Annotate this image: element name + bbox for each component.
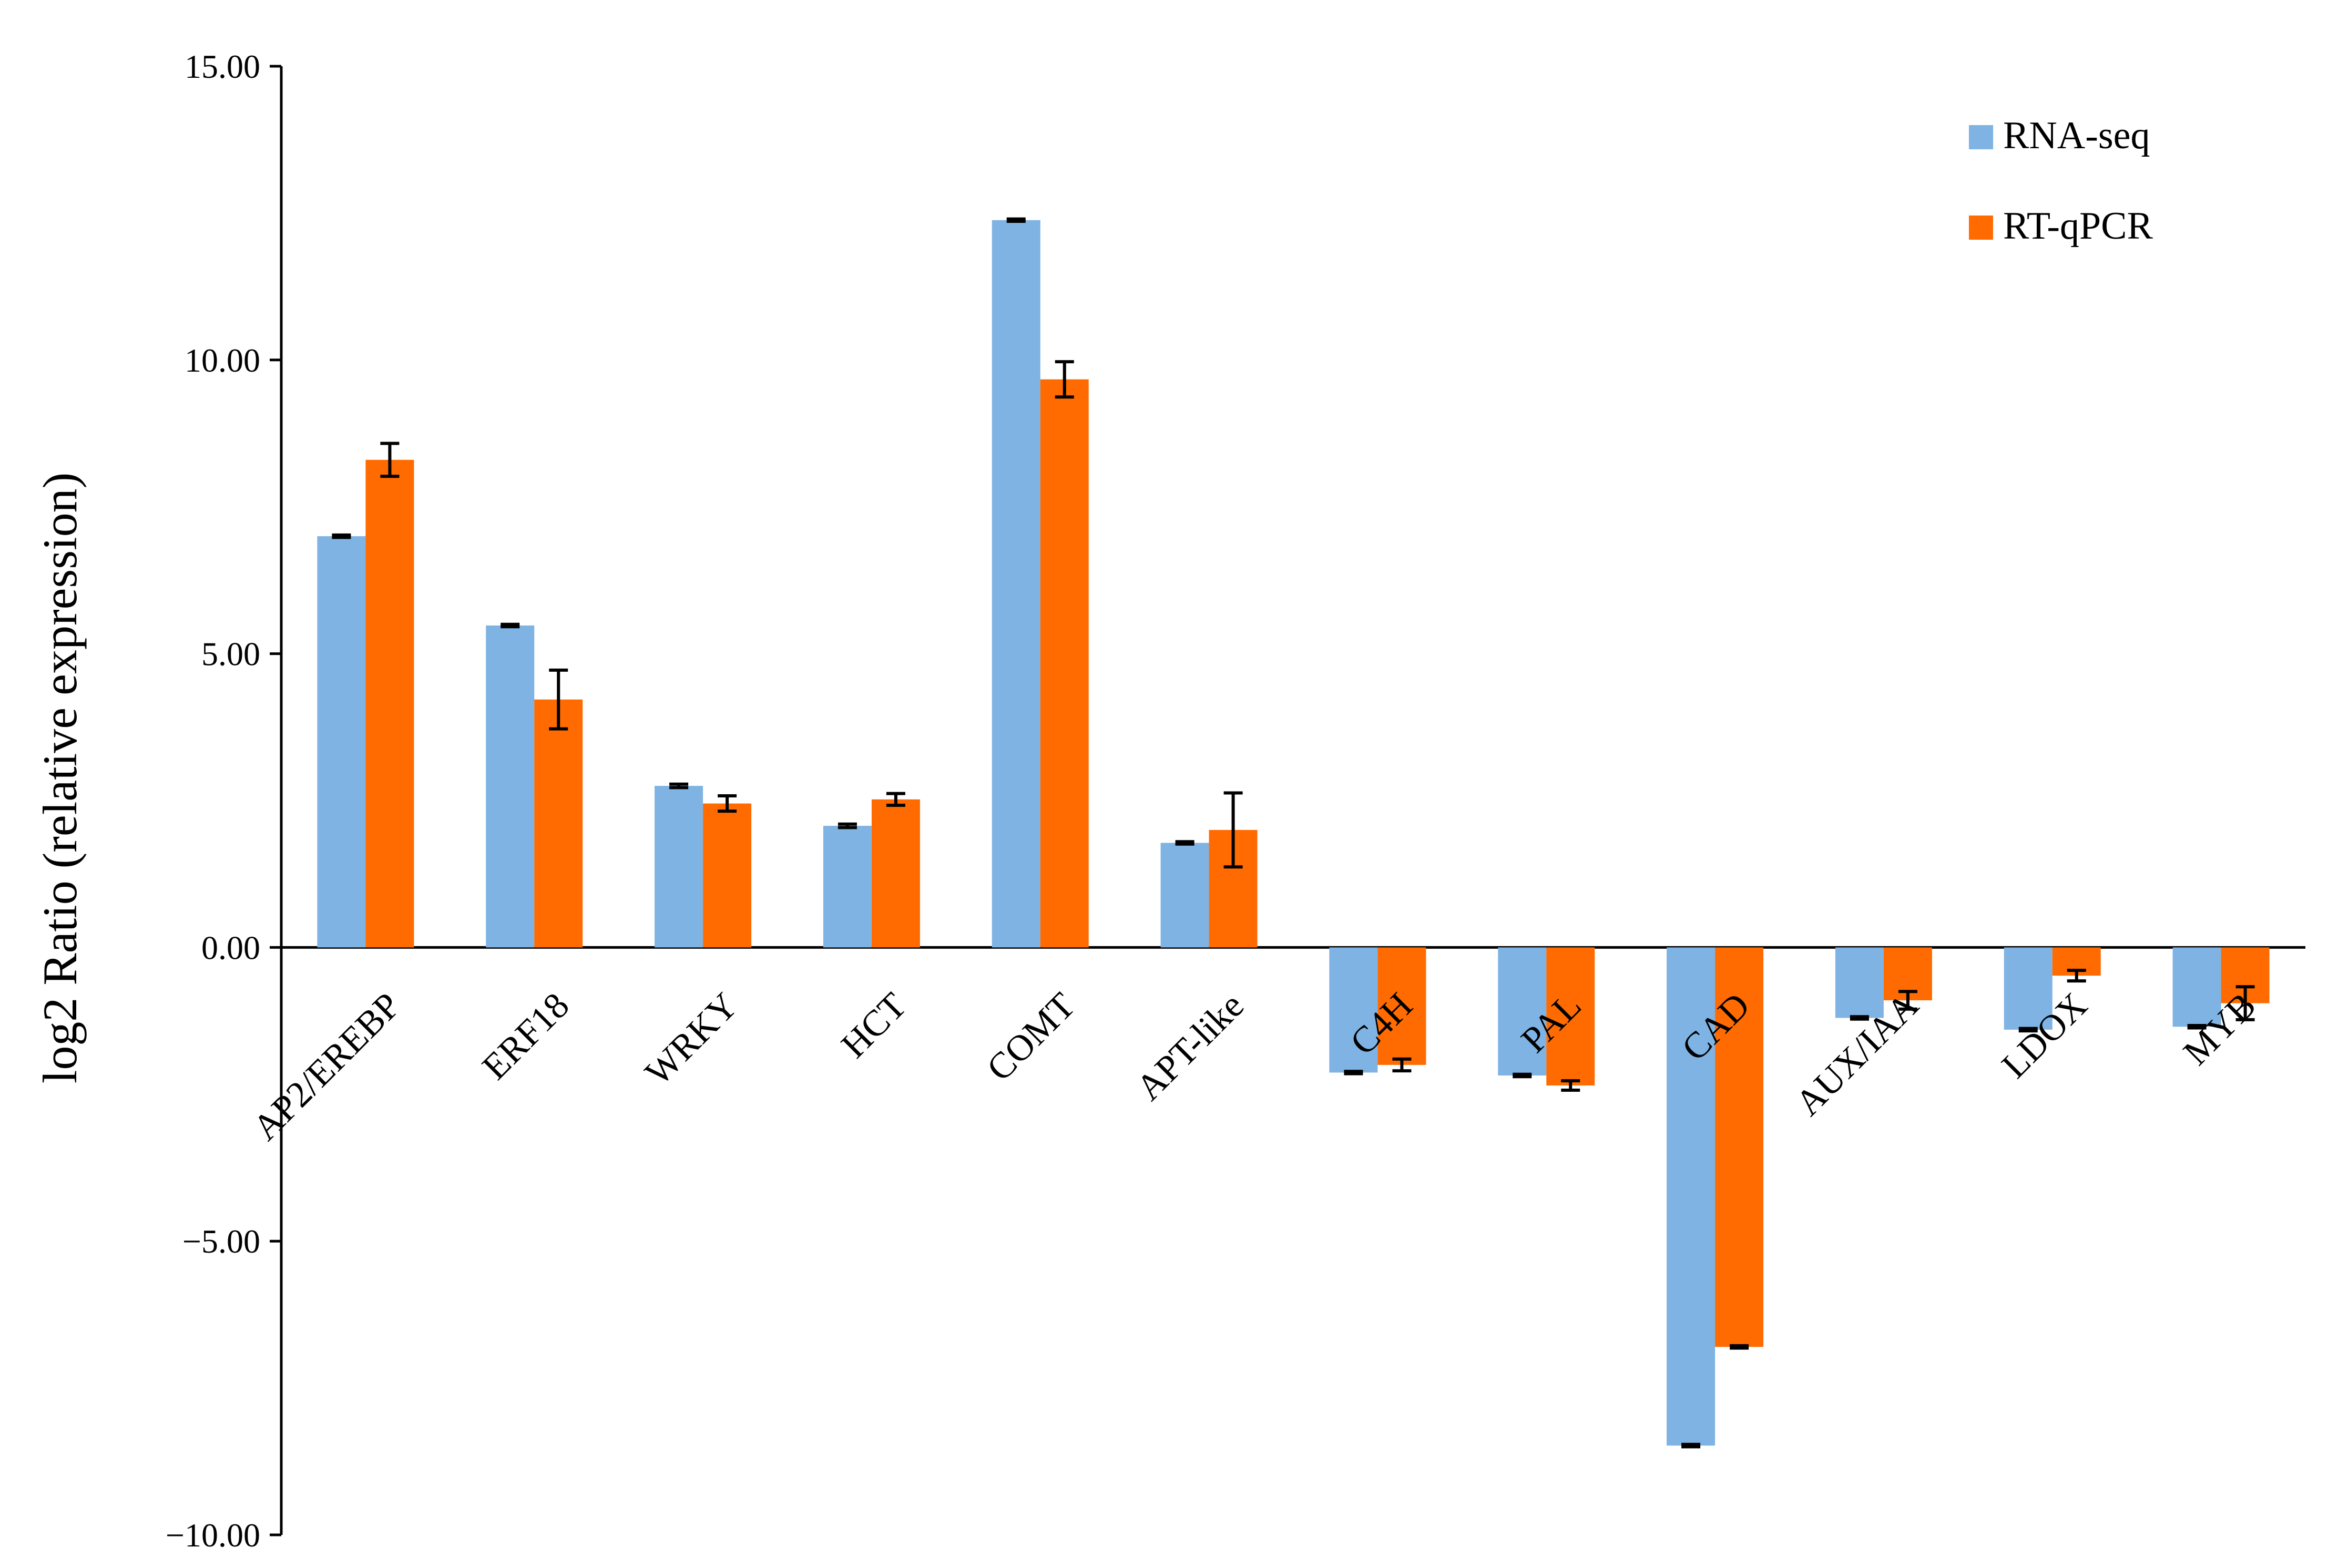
y-tick-label: −5.00	[182, 1223, 260, 1260]
legend-swatch	[1969, 216, 1993, 240]
error-bars	[332, 217, 2255, 1449]
error-bar	[1681, 1442, 1701, 1449]
rna-seq-bar-hct	[823, 826, 872, 948]
category-labels: AP2/EREBP ERF18 WRKY HCT COMT APT-like C4H PAL C…	[245, 985, 2263, 1149]
rt-qpcr-bar-ap2-erebp	[365, 459, 414, 948]
rt-qpcr-bar-cad	[1715, 947, 1764, 1347]
category-label-ap2-erebp: AP2/EREBP	[245, 985, 408, 1148]
error-bar	[1006, 217, 1026, 223]
y-tick-label: −10.00	[166, 1516, 260, 1554]
rna-seq-bar-wrky	[655, 786, 703, 948]
error-bar	[1392, 1057, 1412, 1073]
rt-qpcr-bar-c4h	[1377, 947, 1426, 1065]
category-label-apt-like: APT-like	[1129, 985, 1252, 1108]
error-bar	[549, 668, 568, 731]
error-bar	[1898, 990, 1917, 1011]
rna-seq-bar-erf18	[486, 625, 535, 948]
error-bar	[1055, 360, 1074, 399]
rna-seq-bar-aux-iaa	[1835, 947, 1884, 1018]
error-bar	[501, 622, 520, 629]
error-bar	[838, 822, 857, 829]
rt-qpcr-bar-comt	[1040, 379, 1089, 948]
error-bar	[1850, 1015, 1869, 1021]
error-bar	[1730, 1344, 1749, 1350]
error-bar	[1344, 1070, 1363, 1075]
error-bar	[332, 533, 351, 539]
category-label-erf18: ERF18	[475, 985, 577, 1088]
rna-seq-bar-ap2-erebp	[317, 536, 366, 948]
rna-seq-bar-pal	[1498, 947, 1547, 1076]
y-tick-label: 5.00	[201, 636, 260, 673]
error-bar	[1223, 791, 1243, 869]
error-bar	[669, 782, 689, 790]
legend-label: RNA-seq	[2003, 114, 2150, 157]
y-tick-label: 0.00	[201, 929, 260, 966]
error-bar	[886, 792, 905, 807]
error-bar	[1175, 840, 1194, 846]
rt-qpcr-bar-wrky	[703, 803, 752, 948]
error-bar	[380, 442, 400, 478]
error-bar	[718, 794, 737, 813]
rt-qpcr-bar-erf18	[534, 699, 583, 948]
error-bar	[2067, 968, 2086, 983]
rt-qpcr-bar-pal	[1546, 947, 1595, 1086]
error-bar	[2018, 1027, 2038, 1033]
y-axis: 15.00 10.00 5.00 0.00 −5.00 −10.00	[166, 48, 2305, 1554]
rna-seq-bar-myb	[2172, 947, 2221, 1027]
rna-seq-bar-ldox	[2004, 947, 2053, 1030]
legend-swatch	[1969, 125, 1993, 149]
category-label-comt: COMT	[979, 985, 1083, 1089]
error-bar	[1561, 1079, 1580, 1092]
error-bar	[2235, 985, 2255, 1021]
y-tick-label: 10.00	[185, 342, 260, 379]
rna-seq-bar-c4h	[1329, 947, 1378, 1073]
rt-qpcr-bar-hct	[871, 799, 920, 948]
category-label-wrky: WRKY	[638, 985, 746, 1093]
rna-seq-bar-comt	[992, 220, 1040, 948]
rna-seq-bar-cad	[1667, 947, 1716, 1446]
bars	[317, 220, 2270, 1446]
legend-label: RT-qPCR	[2003, 204, 2153, 248]
error-bar	[2187, 1024, 2207, 1030]
y-tick-label: 15.00	[185, 48, 260, 85]
error-bar	[1513, 1072, 1532, 1079]
category-label-hct: HCT	[834, 985, 914, 1065]
rna-seq-bar-apt-like	[1160, 843, 1209, 948]
y-axis-title: log2 Ratio (relative expression)	[33, 473, 87, 1083]
legend: RNA-seq RT-qPCR	[1969, 114, 2153, 248]
